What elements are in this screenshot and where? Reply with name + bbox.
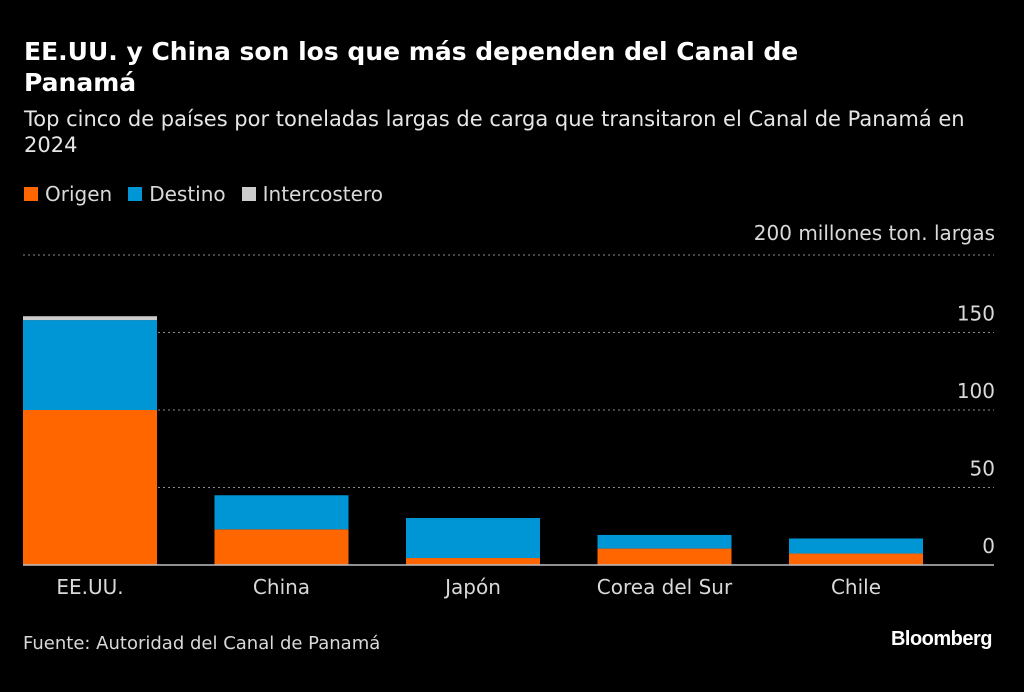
legend-item-origen: Origen bbox=[24, 182, 112, 206]
legend-label-destino: Destino bbox=[149, 182, 226, 206]
bar-origen bbox=[214, 529, 349, 565]
bar-destino bbox=[789, 538, 923, 554]
legend-item-destino: Destino bbox=[128, 182, 226, 206]
y-tick-label: 0 bbox=[982, 534, 995, 558]
x-tick-label: Chile bbox=[831, 575, 881, 599]
legend: Origen Destino Intercostero bbox=[24, 182, 383, 206]
bar-destino bbox=[406, 518, 540, 559]
legend-swatch-origen bbox=[24, 187, 38, 201]
bar-destino bbox=[597, 534, 732, 549]
y-tick-label: 150 bbox=[957, 302, 995, 326]
legend-swatch-destino bbox=[128, 187, 143, 201]
y-axis-unit-label: 200 millones ton. largas bbox=[754, 221, 995, 245]
bar-origen bbox=[406, 558, 540, 565]
y-tick-label: 50 bbox=[970, 457, 995, 481]
x-tick-label: China bbox=[253, 575, 310, 599]
bar-origen bbox=[597, 548, 732, 565]
bloomberg-logo: Bloomberg bbox=[890, 628, 993, 650]
bar-origen bbox=[23, 410, 157, 565]
x-tick-label: EE.UU. bbox=[56, 575, 123, 599]
x-tick-label: Japón bbox=[443, 575, 501, 599]
chart-subtitle: Top cinco de países por toneladas largas… bbox=[24, 107, 965, 157]
legend-item-intercostero: Intercostero bbox=[241, 182, 383, 206]
legend-label-origen: Origen bbox=[45, 182, 113, 206]
bar-intercostero bbox=[23, 316, 157, 321]
y-tick-label: 100 bbox=[957, 379, 995, 403]
chart-title: EE.UU. y China son los que más dependen … bbox=[24, 37, 799, 97]
bar-origen bbox=[789, 553, 923, 565]
legend-label-intercostero: Intercostero bbox=[262, 182, 383, 206]
source-note: Fuente: Autoridad del Canal de Panamá bbox=[23, 633, 381, 654]
bar-destino bbox=[214, 495, 349, 530]
x-tick-label: Corea del Sur bbox=[597, 575, 733, 599]
legend-swatch-intercostero bbox=[241, 187, 256, 201]
bar-destino bbox=[23, 320, 157, 410]
